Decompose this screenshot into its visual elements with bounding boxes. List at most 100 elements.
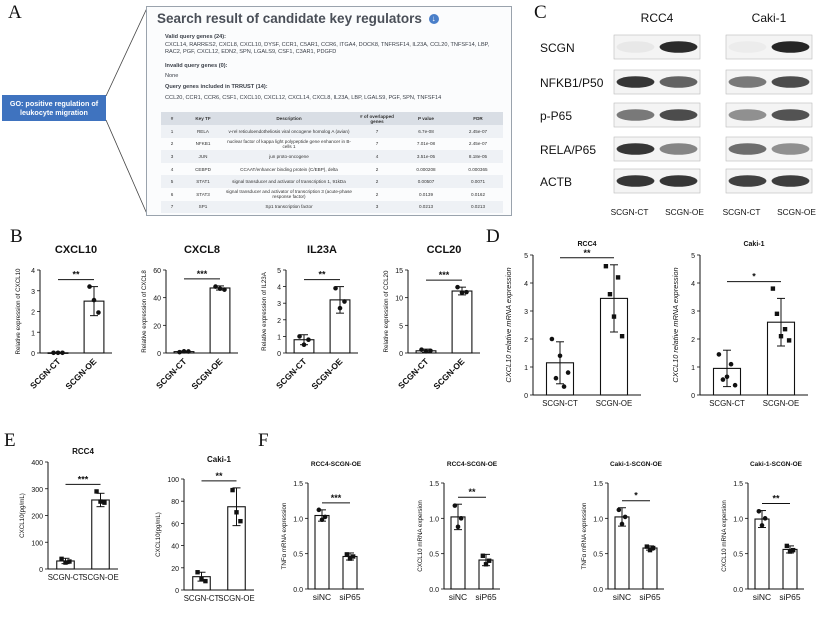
- lane-label: SCGN-OE: [777, 207, 816, 217]
- data-point: [316, 507, 322, 513]
- data-point: [782, 327, 788, 332]
- data-point: [728, 361, 734, 367]
- y-tick-label: 1: [31, 330, 35, 337]
- table-cell: signal transducer and activator of trans…: [232, 179, 346, 185]
- x-tick-label: SCGN-CT: [154, 356, 189, 391]
- data-point: [787, 549, 793, 554]
- y-tick-label: 1.0: [293, 516, 303, 523]
- y-tick-label: 2: [691, 337, 695, 344]
- download-icon[interactable]: ↓: [428, 14, 439, 25]
- table-cell: 0.0139: [418, 191, 434, 197]
- data-point: [459, 290, 465, 295]
- chart-f3: Caki-1-SCGN-OE 0.0 0.5 1.0 1.5 TNFα mRNA expr…: [581, 461, 664, 602]
- y-tick-label: 80: [171, 499, 179, 506]
- bar: [91, 499, 110, 570]
- panel-letter-a: A: [8, 2, 22, 23]
- y-tick-label: 3: [524, 309, 528, 316]
- table-cell: signal transducer and activator of trans…: [226, 189, 352, 200]
- data-point: [720, 377, 726, 382]
- data-point: [650, 545, 656, 551]
- data-point: [297, 334, 302, 339]
- data-point: [786, 338, 792, 343]
- table-cell: Sp1 transcription factor: [265, 204, 313, 210]
- y-tick-label: 1.0: [733, 516, 743, 523]
- table-cell: 2.45e-07: [468, 141, 488, 147]
- data-point: [724, 374, 730, 380]
- table-row: 3 JUN jun proto-oncogene 4 3.51e-05 8.18e-05: [161, 150, 503, 163]
- chart-e1: RCC4 0 100 200 300 400 CXCL10(pg/mL) SCGN-CT SCG…: [19, 447, 119, 582]
- x-tick-label: siP65: [639, 592, 661, 602]
- lane-label: SCGN-CT: [611, 207, 649, 217]
- chart-title: RCC4: [577, 241, 596, 248]
- y-tick-label: 60: [153, 268, 161, 275]
- table-header-cell: P value: [417, 116, 434, 121]
- y-axis-label: CXCL10 mRNA expersion: [417, 500, 424, 572]
- data-point: [186, 349, 191, 354]
- y-tick-label: 0: [31, 351, 35, 358]
- x-tick-label: SCGN-CT: [274, 356, 309, 391]
- y-tick-label: 60: [171, 521, 179, 528]
- y-tick-label: 2: [524, 337, 528, 344]
- y-tick-label: 0.0: [733, 587, 743, 594]
- data-point: [222, 287, 227, 292]
- y-tick-label: 4: [691, 281, 695, 288]
- x-tick-label: siNC: [449, 592, 467, 602]
- data-point: [203, 578, 208, 584]
- data-point: [306, 337, 311, 343]
- y-tick-label: 1: [691, 365, 695, 372]
- chart-title: CCL20: [427, 244, 462, 256]
- data-point: [483, 562, 489, 567]
- table-cell: 7: [170, 204, 174, 210]
- table-cell: SP1: [198, 204, 208, 210]
- protein-band: [728, 175, 767, 187]
- y-axis-label: Relative expression of CXCL10: [15, 268, 22, 355]
- significance-label: ***: [439, 270, 450, 280]
- y-tick-label: 3: [691, 309, 695, 316]
- data-point: [784, 543, 790, 549]
- protein-label: RELA/P65: [540, 143, 596, 157]
- panel-letter-e: E: [4, 430, 16, 451]
- data-point: [60, 350, 65, 356]
- data-point: [611, 314, 617, 319]
- y-tick-label: 0.0: [429, 587, 439, 594]
- table-cell: 0.0162: [470, 191, 486, 197]
- data-point: [464, 289, 469, 295]
- data-point: [94, 489, 99, 494]
- x-tick-label: siNC: [753, 592, 771, 602]
- y-tick-label: 40: [153, 296, 161, 303]
- chart-title: RCC4-SCGN-OE: [447, 461, 498, 468]
- data-point: [238, 518, 243, 524]
- y-tick-label: 0: [39, 567, 43, 574]
- table-header-cell: FDR: [473, 116, 483, 121]
- table-cell: 3.51e-05: [416, 153, 436, 159]
- data-point: [762, 516, 768, 521]
- table-cell: nuclear factor of kappa light polypeptid…: [227, 138, 351, 149]
- panel-letter-d: D: [486, 226, 500, 247]
- x-tick-label: siNC: [313, 592, 331, 602]
- chart-f4: Caki-1-SCGN-OE 0.0 0.5 1.0 1.5 CXCL10 mRNA ex…: [721, 461, 804, 602]
- data-point: [756, 508, 762, 514]
- y-tick-label: 1: [524, 365, 528, 372]
- table-cell: v-rel reticuloendotheliosis viral oncoge…: [228, 128, 350, 134]
- protein-band: [659, 175, 698, 187]
- data-point: [59, 556, 64, 562]
- table-cell: CEBPD: [195, 166, 211, 172]
- chart-b2: CXCL8 0 20 40 60 Relative expression of CXCL8…: [141, 244, 238, 391]
- x-tick-label: SCGN-CT: [396, 356, 431, 391]
- included-genes-title: Query genes included in TRRUST (14):: [165, 84, 268, 90]
- data-point: [230, 487, 235, 493]
- significance-label: ***: [331, 493, 342, 503]
- y-tick-label: 100: [31, 540, 43, 547]
- table-row: 7 SP1 Sp1 transcription factor 3 0.0213 0.021…: [161, 200, 503, 214]
- chart-title: Caki-1: [207, 455, 232, 464]
- x-tick-label: SCGN-OE: [63, 356, 98, 391]
- data-point: [553, 375, 559, 381]
- y-tick-label: 1.0: [429, 516, 439, 523]
- table-cell: RELA: [196, 128, 209, 134]
- protein-label: p-P65: [540, 109, 572, 123]
- y-tick-label: 0: [277, 351, 281, 358]
- y-tick-label: 4: [524, 281, 528, 288]
- data-point: [67, 559, 72, 564]
- data-point: [622, 514, 628, 520]
- table-cell: 2: [375, 191, 379, 197]
